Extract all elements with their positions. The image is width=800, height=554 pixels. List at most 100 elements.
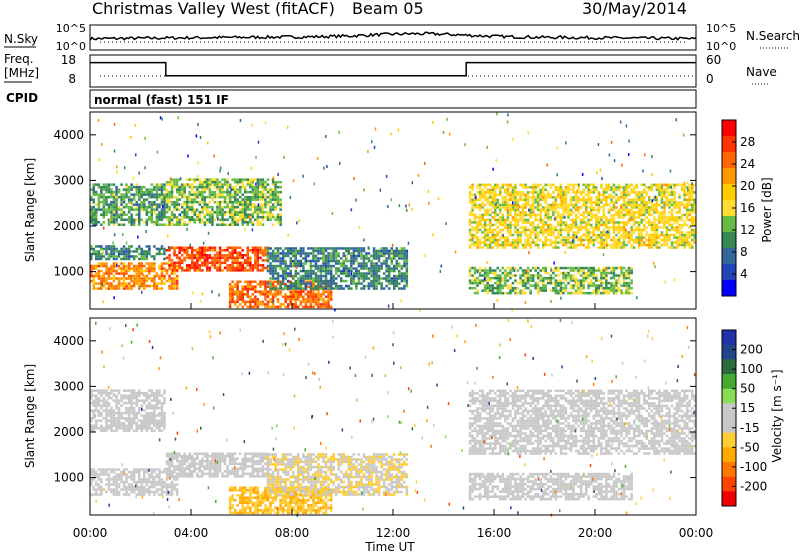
power-cell (233, 303, 237, 306)
power-cell (158, 274, 161, 278)
power-cell (145, 255, 149, 258)
power-cell (223, 205, 227, 209)
power-cell (587, 186, 590, 189)
power-cell (519, 213, 522, 217)
power-cell (584, 231, 588, 234)
power-cell (307, 277, 310, 280)
power-cell (602, 291, 606, 295)
power-cell (569, 286, 573, 290)
power-cell (322, 300, 325, 304)
power-cell (148, 252, 151, 256)
power-cell (650, 241, 654, 244)
power-cell (607, 289, 611, 292)
power-cell (602, 246, 606, 249)
power-cell (269, 287, 272, 290)
power-cell (345, 249, 348, 253)
power-cell (347, 272, 350, 275)
power-cell (572, 241, 575, 244)
power-speckle-dot (620, 205, 622, 209)
power-cell (673, 233, 676, 237)
power-cell (590, 271, 593, 275)
power-cell (127, 274, 131, 278)
power-cell (112, 250, 116, 253)
power-cell (304, 277, 308, 280)
power-cell (294, 300, 297, 304)
power-cell (175, 284, 179, 288)
power-cell (264, 251, 267, 254)
power-cell (549, 279, 553, 282)
power-cell (539, 191, 542, 194)
power-cell (254, 211, 257, 214)
power-cell (299, 259, 303, 263)
power-cell (547, 206, 550, 209)
power-cell (170, 190, 174, 194)
power-cell (483, 241, 487, 244)
power-cell (294, 290, 297, 293)
power-cell (186, 208, 189, 211)
power-cell (276, 283, 280, 286)
power-cell (140, 188, 143, 191)
power-cell (254, 185, 257, 189)
power-cell (203, 251, 207, 254)
power-cell (385, 262, 388, 265)
power-cell (160, 211, 164, 214)
power-cell (186, 264, 189, 267)
power-cell (562, 191, 565, 194)
power-cell (602, 203, 606, 207)
power-cell (693, 183, 696, 187)
power-cell (211, 208, 214, 211)
power-cell (158, 203, 161, 206)
power-cell (92, 200, 95, 204)
power-cell (256, 249, 260, 252)
power-cell (597, 203, 600, 207)
power-cell (228, 223, 232, 226)
power-cell (655, 211, 659, 214)
power-cell (372, 279, 376, 283)
power-cell (246, 288, 249, 291)
power-cell (574, 246, 578, 249)
power-cell (496, 246, 499, 249)
power-cell (612, 183, 616, 187)
power-cell (640, 206, 643, 209)
power-cell (140, 205, 143, 209)
power-cell (587, 223, 590, 227)
power-cell (557, 221, 560, 224)
power-cell (203, 249, 207, 252)
power-cell (602, 233, 606, 237)
power-cell (312, 252, 315, 255)
power-cell (365, 267, 368, 270)
power-cell (357, 279, 361, 283)
power-cell (239, 180, 242, 184)
power-cell (130, 193, 133, 196)
power-cell (534, 231, 537, 234)
power-cell (180, 188, 184, 191)
power-cell (564, 221, 568, 224)
power-cell (539, 274, 542, 277)
power-cell (251, 193, 255, 196)
power-cell (254, 254, 257, 257)
power-cell (610, 213, 613, 217)
power-cell (256, 254, 260, 257)
power-cell (90, 245, 93, 248)
power-cell (655, 208, 659, 212)
power-cell (304, 298, 308, 301)
power-cell (488, 236, 492, 239)
power-cell (595, 218, 598, 222)
power-cell (607, 236, 611, 239)
power-cell (307, 282, 310, 285)
power-cell (491, 201, 494, 204)
power-cell (236, 246, 239, 249)
power-cell (127, 195, 131, 199)
power-cell (569, 243, 573, 247)
power-cell (587, 291, 590, 295)
power-cell (387, 254, 391, 258)
power-cell (312, 283, 315, 286)
power-cell (691, 243, 694, 247)
power-cell (329, 305, 333, 309)
power-cell (127, 185, 131, 189)
power-cell (640, 236, 643, 239)
power-cell (236, 193, 239, 196)
power-cell (271, 193, 275, 196)
power-cell (216, 183, 219, 186)
power-cell (549, 196, 553, 199)
